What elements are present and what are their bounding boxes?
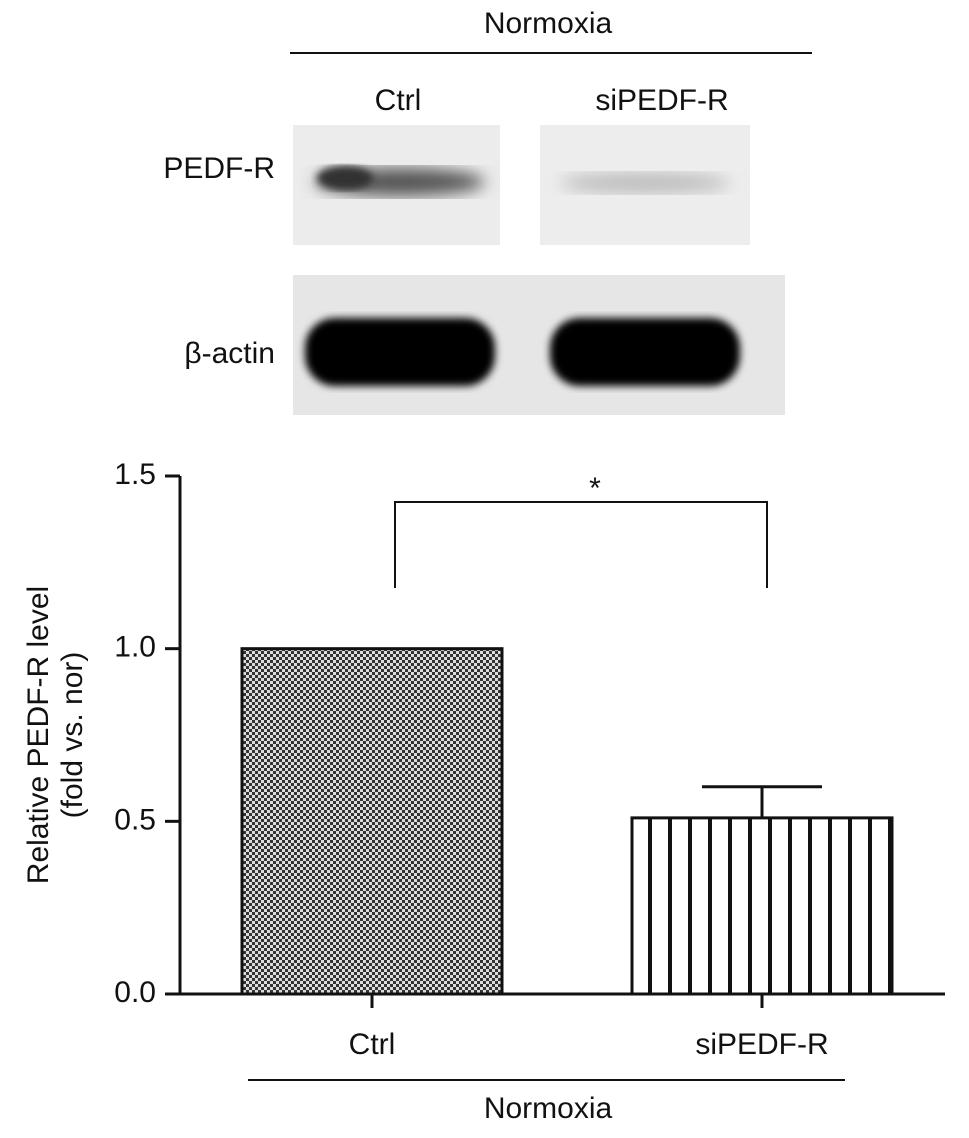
row-label: β-actin <box>184 337 275 370</box>
group-label: Normoxia <box>484 1092 613 1125</box>
significance-bracket <box>394 501 768 588</box>
y-axis-title: Relative PEDF-R level (fold vs. nor) <box>22 586 89 884</box>
error-bar <box>702 785 822 818</box>
y-tick-label: 1.5 <box>114 458 156 491</box>
x-tick-label: Ctrl <box>349 1028 396 1061</box>
y-tick-label: 0.0 <box>114 976 156 1009</box>
lane-label: Ctrl <box>375 84 422 117</box>
y-axis-label: Relative PEDF-R level <box>22 586 55 884</box>
blot-group-label: Normoxia <box>484 7 613 40</box>
blot-panel <box>293 125 785 415</box>
y-tick-label: 1.0 <box>114 631 156 664</box>
y-axis-label: (fold vs. nor) <box>56 652 89 819</box>
row-label: PEDF-R <box>163 152 275 185</box>
significance-label: * <box>589 472 601 505</box>
bar <box>240 647 504 996</box>
lane-label: siPEDF-R <box>595 84 728 117</box>
y-tick-label: 0.5 <box>114 803 156 836</box>
x-tick-label: siPEDF-R <box>695 1028 828 1061</box>
bar <box>630 816 894 996</box>
